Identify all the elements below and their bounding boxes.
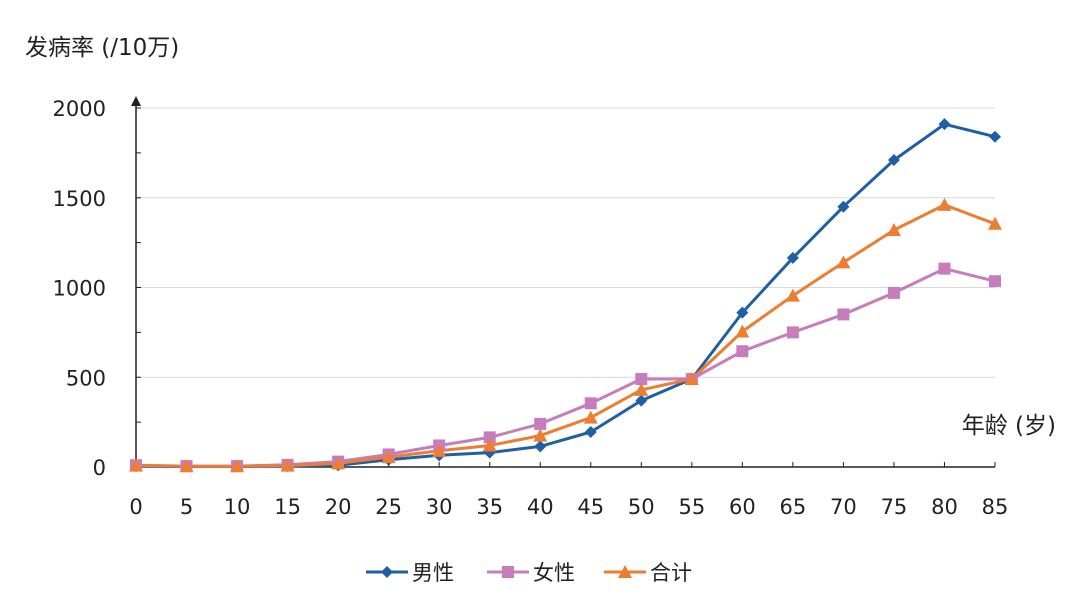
data-point [534, 440, 547, 453]
y-tick-label: 1000 [53, 277, 106, 301]
data-point [432, 443, 447, 457]
data-point [634, 382, 649, 396]
y-tick-label: 0 [93, 456, 106, 480]
data-point [635, 373, 648, 386]
x-tick-label: 60 [729, 495, 756, 519]
legend-marker [381, 566, 393, 578]
data-point [584, 425, 597, 438]
x-tick-label: 85 [982, 495, 1009, 519]
x-tick-label: 0 [129, 495, 142, 519]
data-point [482, 438, 497, 452]
data-point [786, 326, 799, 339]
data-point [230, 459, 245, 473]
y-tick-label: 2000 [53, 97, 106, 121]
gridlines [136, 107, 995, 378]
x-tick-label: 30 [426, 495, 453, 519]
legend-label: 男性 [412, 561, 454, 585]
axis-labels: 发病率 (/10万) 年龄 (岁) 0 500 1000 1500 2000 0 5 10 15… [25, 35, 1056, 519]
data-point [938, 262, 951, 275]
legend-marker [502, 566, 514, 578]
x-tick-label: 10 [224, 495, 251, 519]
series-lines [135, 122, 996, 468]
data-point [937, 197, 952, 211]
legend-label: 女性 [533, 561, 575, 585]
data-point [785, 288, 800, 302]
x-tick-label: 80 [931, 495, 958, 519]
data-point [331, 456, 346, 470]
data-point [989, 130, 1001, 143]
data-point [786, 251, 799, 264]
x-axis-title: 年龄 (岁) [962, 413, 1056, 439]
x-tick-label: 75 [881, 495, 908, 519]
y-tick-label: 500 [66, 366, 106, 390]
series-markers [129, 118, 1002, 473]
x-tick-label: 15 [274, 495, 301, 519]
legend-item: 女性 [487, 561, 575, 585]
data-point [179, 459, 194, 473]
x-tick-label: 50 [628, 495, 655, 519]
x-tick-label: 65 [780, 495, 807, 519]
data-point [129, 458, 143, 472]
data-point [635, 394, 648, 407]
data-point [735, 324, 750, 338]
data-point [280, 458, 295, 472]
data-point [534, 417, 547, 430]
x-tick-label: 5 [180, 495, 193, 519]
legend-label: 合计 [650, 561, 692, 585]
data-point [988, 216, 1002, 230]
data-point [887, 286, 900, 299]
legend: 男性 女性 合计 [366, 561, 692, 585]
axes [131, 96, 996, 468]
series-line-2 [135, 203, 996, 468]
data-point [736, 306, 749, 319]
data-point [837, 200, 850, 213]
data-point [938, 118, 951, 131]
x-tick-label: 70 [830, 495, 857, 519]
legend-marker [618, 565, 632, 578]
data-point [736, 345, 749, 358]
data-point [837, 308, 850, 321]
data-point [533, 428, 548, 442]
data-point [989, 275, 1001, 288]
data-point [886, 223, 901, 237]
data-point [583, 410, 598, 424]
legend-item: 合计 [604, 561, 692, 585]
y-axis-title: 发病率 (/10万) [25, 35, 179, 61]
y-tick-label: 1500 [53, 187, 106, 211]
data-point [584, 397, 597, 410]
data-point [887, 154, 900, 167]
x-tick-label: 20 [325, 495, 352, 519]
data-point [483, 431, 496, 444]
x-tick-label: 45 [577, 495, 604, 519]
x-tick-label: 25 [375, 495, 402, 519]
data-point [684, 372, 699, 386]
x-tick-label: 55 [678, 495, 705, 519]
x-tick-label: 35 [476, 495, 503, 519]
x-tick-label: 40 [527, 495, 554, 519]
data-point [381, 450, 396, 464]
series-line-1 [135, 267, 996, 468]
y-axis-arrow [131, 96, 141, 106]
legend-item: 男性 [366, 561, 454, 585]
data-point [836, 255, 851, 269]
